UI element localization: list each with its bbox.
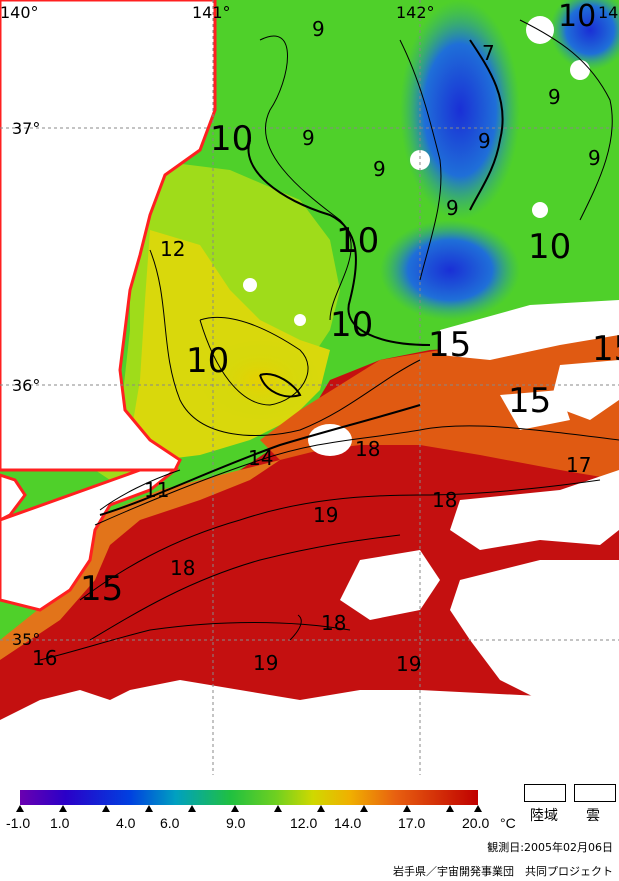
contour-label: 9 [478, 129, 491, 153]
legend-tick: -1.0 [6, 815, 31, 831]
legend-tick: 14.0 [334, 815, 362, 831]
contour-label: 18 [432, 488, 457, 512]
contour-label: 15 [592, 329, 619, 369]
contour-label: 10 [528, 227, 571, 267]
contour-label: 10 [558, 0, 596, 34]
legend-tick: 12.0 [290, 815, 318, 831]
credit-text: 岩手県／宇宙開発事業団 共同プロジェクト [393, 865, 613, 878]
color-scale-bar [20, 790, 478, 805]
cold-water-blob-3 [550, 0, 619, 70]
contour-label: 19 [396, 652, 421, 676]
land-south-coast [0, 468, 180, 612]
land-swatch [524, 784, 566, 802]
legend-tick: 1.0 [50, 815, 70, 831]
contour-label: 15 [508, 381, 551, 421]
contour-label: 9 [312, 17, 325, 41]
contour-label: 19 [313, 503, 338, 527]
contour-label: 18 [355, 437, 380, 461]
isotherm-contours [39, 19, 619, 661]
lon-label-140: 140° [0, 3, 39, 22]
color-legend: -1.0 1.0 4.0 6.0 9.0 12.0 14.0 17.0 20.0… [0, 775, 619, 881]
contour-value-labels: 9 10 7 9 9 9 9 9 9 10 12 10 10 10 15 15 … [32, 0, 619, 676]
legend-unit: °C [500, 815, 516, 831]
cloud-legend-label: 雲 [586, 808, 600, 824]
lat-label-35: 35° [12, 630, 40, 649]
contour-label: 9 [446, 196, 459, 220]
contour-label: 17 [566, 453, 591, 477]
cold-water-blob [400, 0, 520, 220]
cold-water-blob-2 [380, 220, 520, 320]
cloud-swatch [574, 784, 616, 802]
contour-label: 15 [428, 325, 471, 365]
contour-label: 9 [548, 85, 561, 109]
contour-label: 15 [80, 569, 123, 609]
contour-label: 14 [248, 446, 273, 470]
contour-label: 10 [210, 119, 253, 159]
contour-label: 7 [482, 41, 495, 65]
cloud-masks [0, 16, 619, 775]
contour-label: 18 [170, 556, 195, 580]
contour-label: 16 [32, 646, 57, 670]
warm-patch [200, 340, 320, 420]
contour-label: 10 [186, 341, 229, 381]
lon-label-141: 141° [192, 3, 231, 22]
lon-label-142: 142° [396, 3, 435, 22]
contour-label: 10 [336, 221, 379, 261]
legend-tick: 20.0 [462, 815, 490, 831]
contour-label: 10 [330, 305, 373, 345]
lon-label-143: 14 [598, 3, 618, 22]
coordinate-labels: 140° 141° 142° 14 37° 36° 35° [0, 3, 618, 649]
legend-tick: 4.0 [116, 815, 136, 831]
legend-tick: 17.0 [398, 815, 426, 831]
contour-label: 9 [588, 146, 601, 170]
lat-label-37: 37° [12, 119, 40, 138]
lat-label-36: 36° [12, 376, 40, 395]
legend-tick: 9.0 [226, 815, 246, 831]
contour-label: 19 [253, 651, 278, 675]
contour-label: 9 [373, 157, 386, 181]
contour-label: 12 [160, 237, 185, 261]
contour-label: 18 [321, 611, 346, 635]
sea-surface-temperature-map: 140° 141° 142° 14 37° 36° 35° 9 10 7 9 9… [0, 0, 619, 775]
contour-label: 11 [144, 478, 169, 502]
observation-date: 観測日:2005年02月06日 [487, 841, 613, 854]
land-legend-label: 陸域 [530, 808, 558, 824]
legend-tick: 6.0 [160, 815, 180, 831]
land-boso [0, 473, 27, 522]
lat-lon-grid [0, 0, 619, 775]
contour-label: 9 [302, 126, 315, 150]
